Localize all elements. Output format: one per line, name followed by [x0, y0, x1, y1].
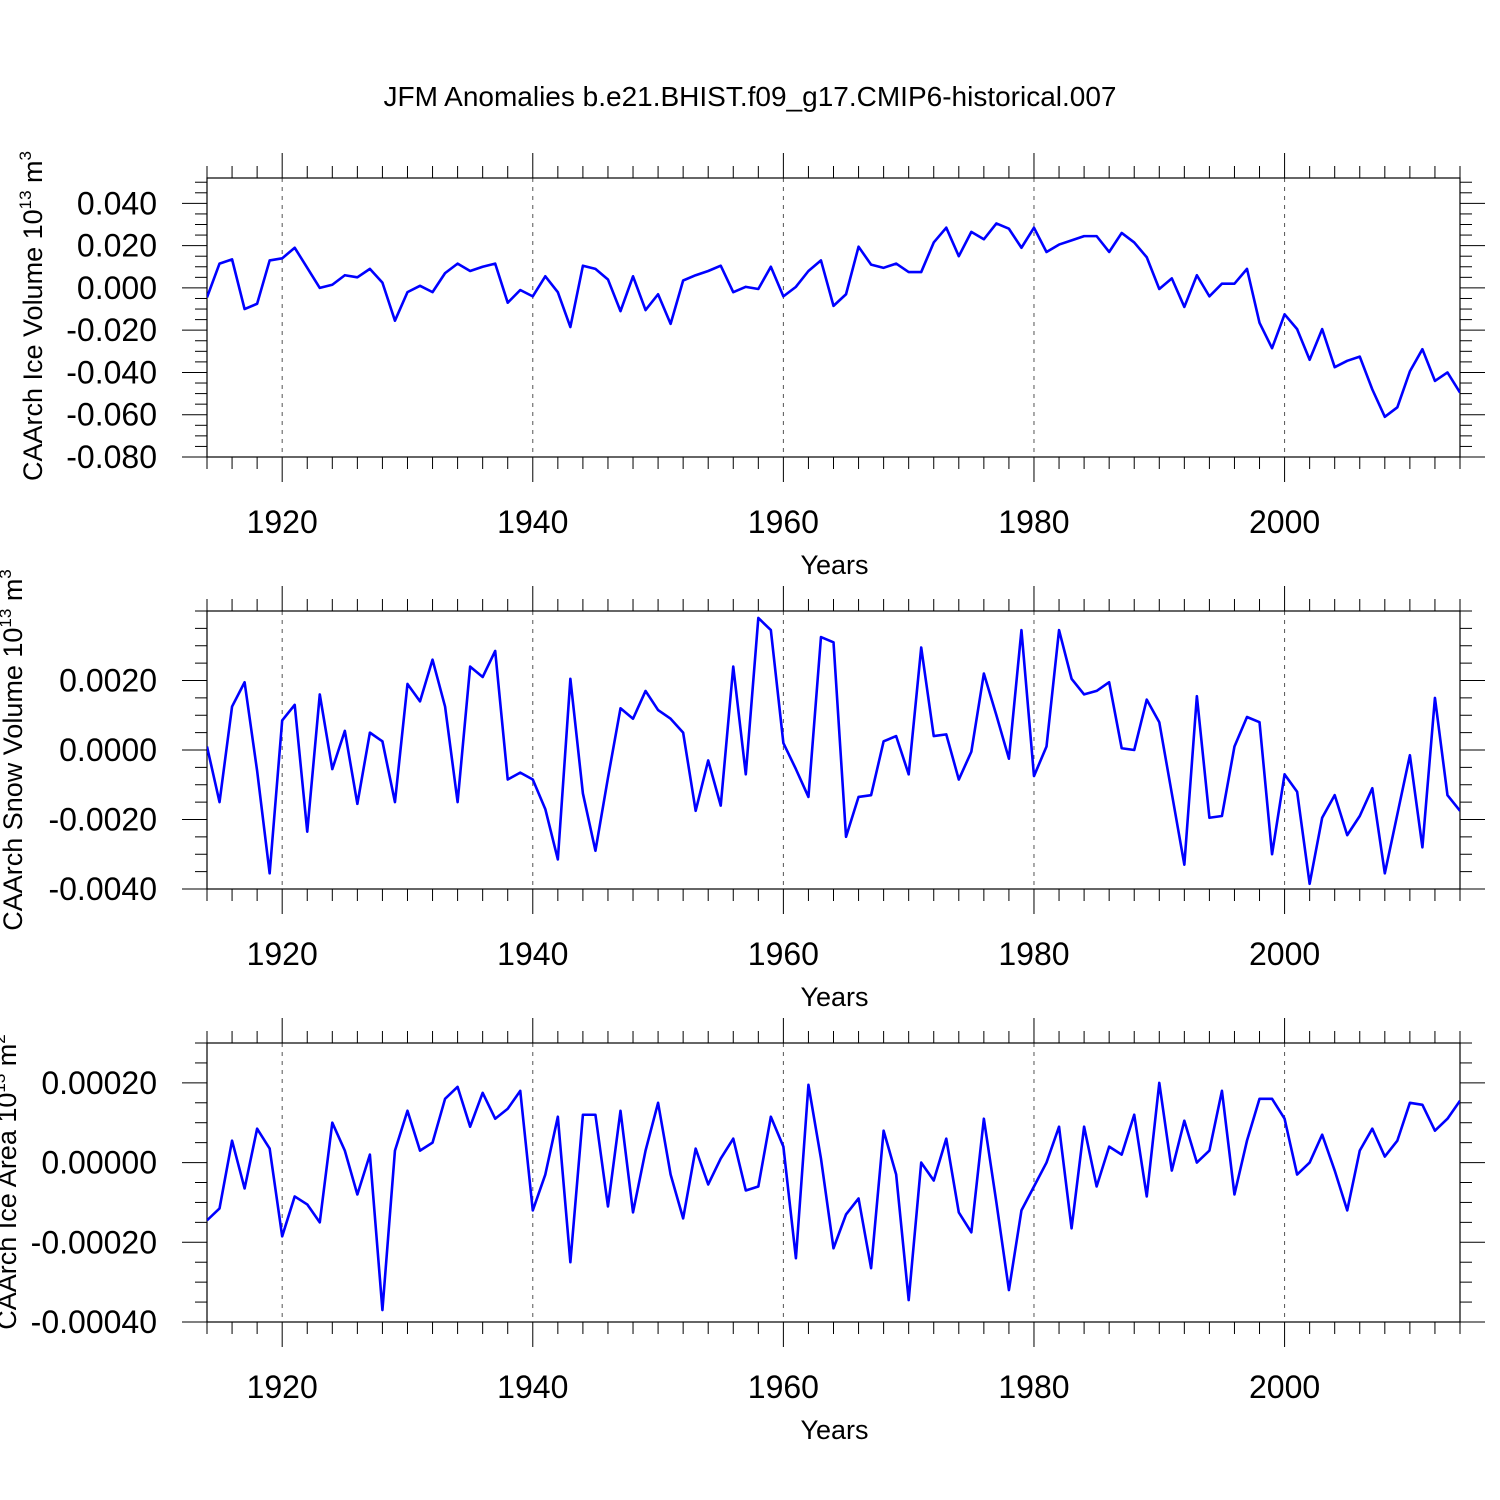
- y-tick-label: -0.0020: [48, 802, 157, 838]
- x-tick-label-1960: 1960: [748, 936, 819, 972]
- x-tick-label-1980: 1980: [998, 504, 1069, 540]
- x-tick-label-2000: 2000: [1249, 504, 1320, 540]
- y-tick-label: -0.00040: [31, 1304, 157, 1340]
- y-axis-label: CAArch Snow Volume 1013 m3: [0, 569, 28, 931]
- series-line: [207, 616, 1460, 886]
- series-line: [207, 1081, 1460, 1312]
- y-tick-label: -0.080: [66, 439, 157, 475]
- y-tick-label: 0.000: [77, 270, 157, 306]
- x-tick-label-2000: 2000: [1249, 1369, 1320, 1405]
- y-tick-label: 0.020: [77, 228, 157, 264]
- page-title: JFM Anomalies b.e21.BHIST.f09_g17.CMIP6-…: [383, 81, 1116, 112]
- y-tick-label: 0.040: [77, 185, 157, 221]
- x-axis-label: Years: [800, 1415, 868, 1445]
- y-tick-label: 0.00020: [41, 1065, 157, 1101]
- series-line: [207, 222, 1460, 419]
- panel-snow-volume: 1920 1940 1960 1980 2000 Years 0.0020 0.0000 -0.…: [0, 569, 1485, 1012]
- x-tick-label-1980: 1980: [998, 1369, 1069, 1405]
- y-axis-label: CAArch Ice Area 1013 m2: [0, 1034, 22, 1330]
- x-tick-label-1920: 1920: [247, 1369, 318, 1405]
- y-tick-label: 0.0000: [59, 732, 157, 768]
- y-tick-label: -0.0040: [48, 871, 157, 907]
- x-tick-label-1940: 1940: [497, 936, 568, 972]
- x-tick-label-1920: 1920: [247, 504, 318, 540]
- x-tick-label-1960: 1960: [748, 504, 819, 540]
- y-tick-label: -0.040: [66, 354, 157, 390]
- x-tick-label-1960: 1960: [748, 1369, 819, 1405]
- x-tick-label-2000: 2000: [1249, 936, 1320, 972]
- y-tick-label: 0.00000: [41, 1145, 157, 1181]
- x-axis-label: Years: [800, 550, 868, 580]
- y-tick-label: 0.0020: [59, 663, 157, 699]
- y-tick-label: -0.060: [66, 397, 157, 433]
- plot-frame: [206, 1042, 1461, 1323]
- y-tick-label: -0.00020: [31, 1224, 157, 1260]
- x-tick-label-1980: 1980: [998, 936, 1069, 972]
- panel-ice-area: 1920 1940 1960 1980 2000 Years 0.00020 0.00000 -…: [0, 1018, 1485, 1445]
- x-tick-label-1940: 1940: [497, 504, 568, 540]
- x-tick-label-1920: 1920: [247, 936, 318, 972]
- y-tick-label: -0.020: [66, 312, 157, 348]
- panel-ice-volume: 1920 1940 1960 1980 2000 Years 0.040 0.020 0.000…: [16, 151, 1485, 580]
- y-axis-label: CAArch Ice Volume 1013 m3: [16, 151, 48, 481]
- x-tick-label-1940: 1940: [497, 1369, 568, 1405]
- x-axis-label: Years: [800, 982, 868, 1012]
